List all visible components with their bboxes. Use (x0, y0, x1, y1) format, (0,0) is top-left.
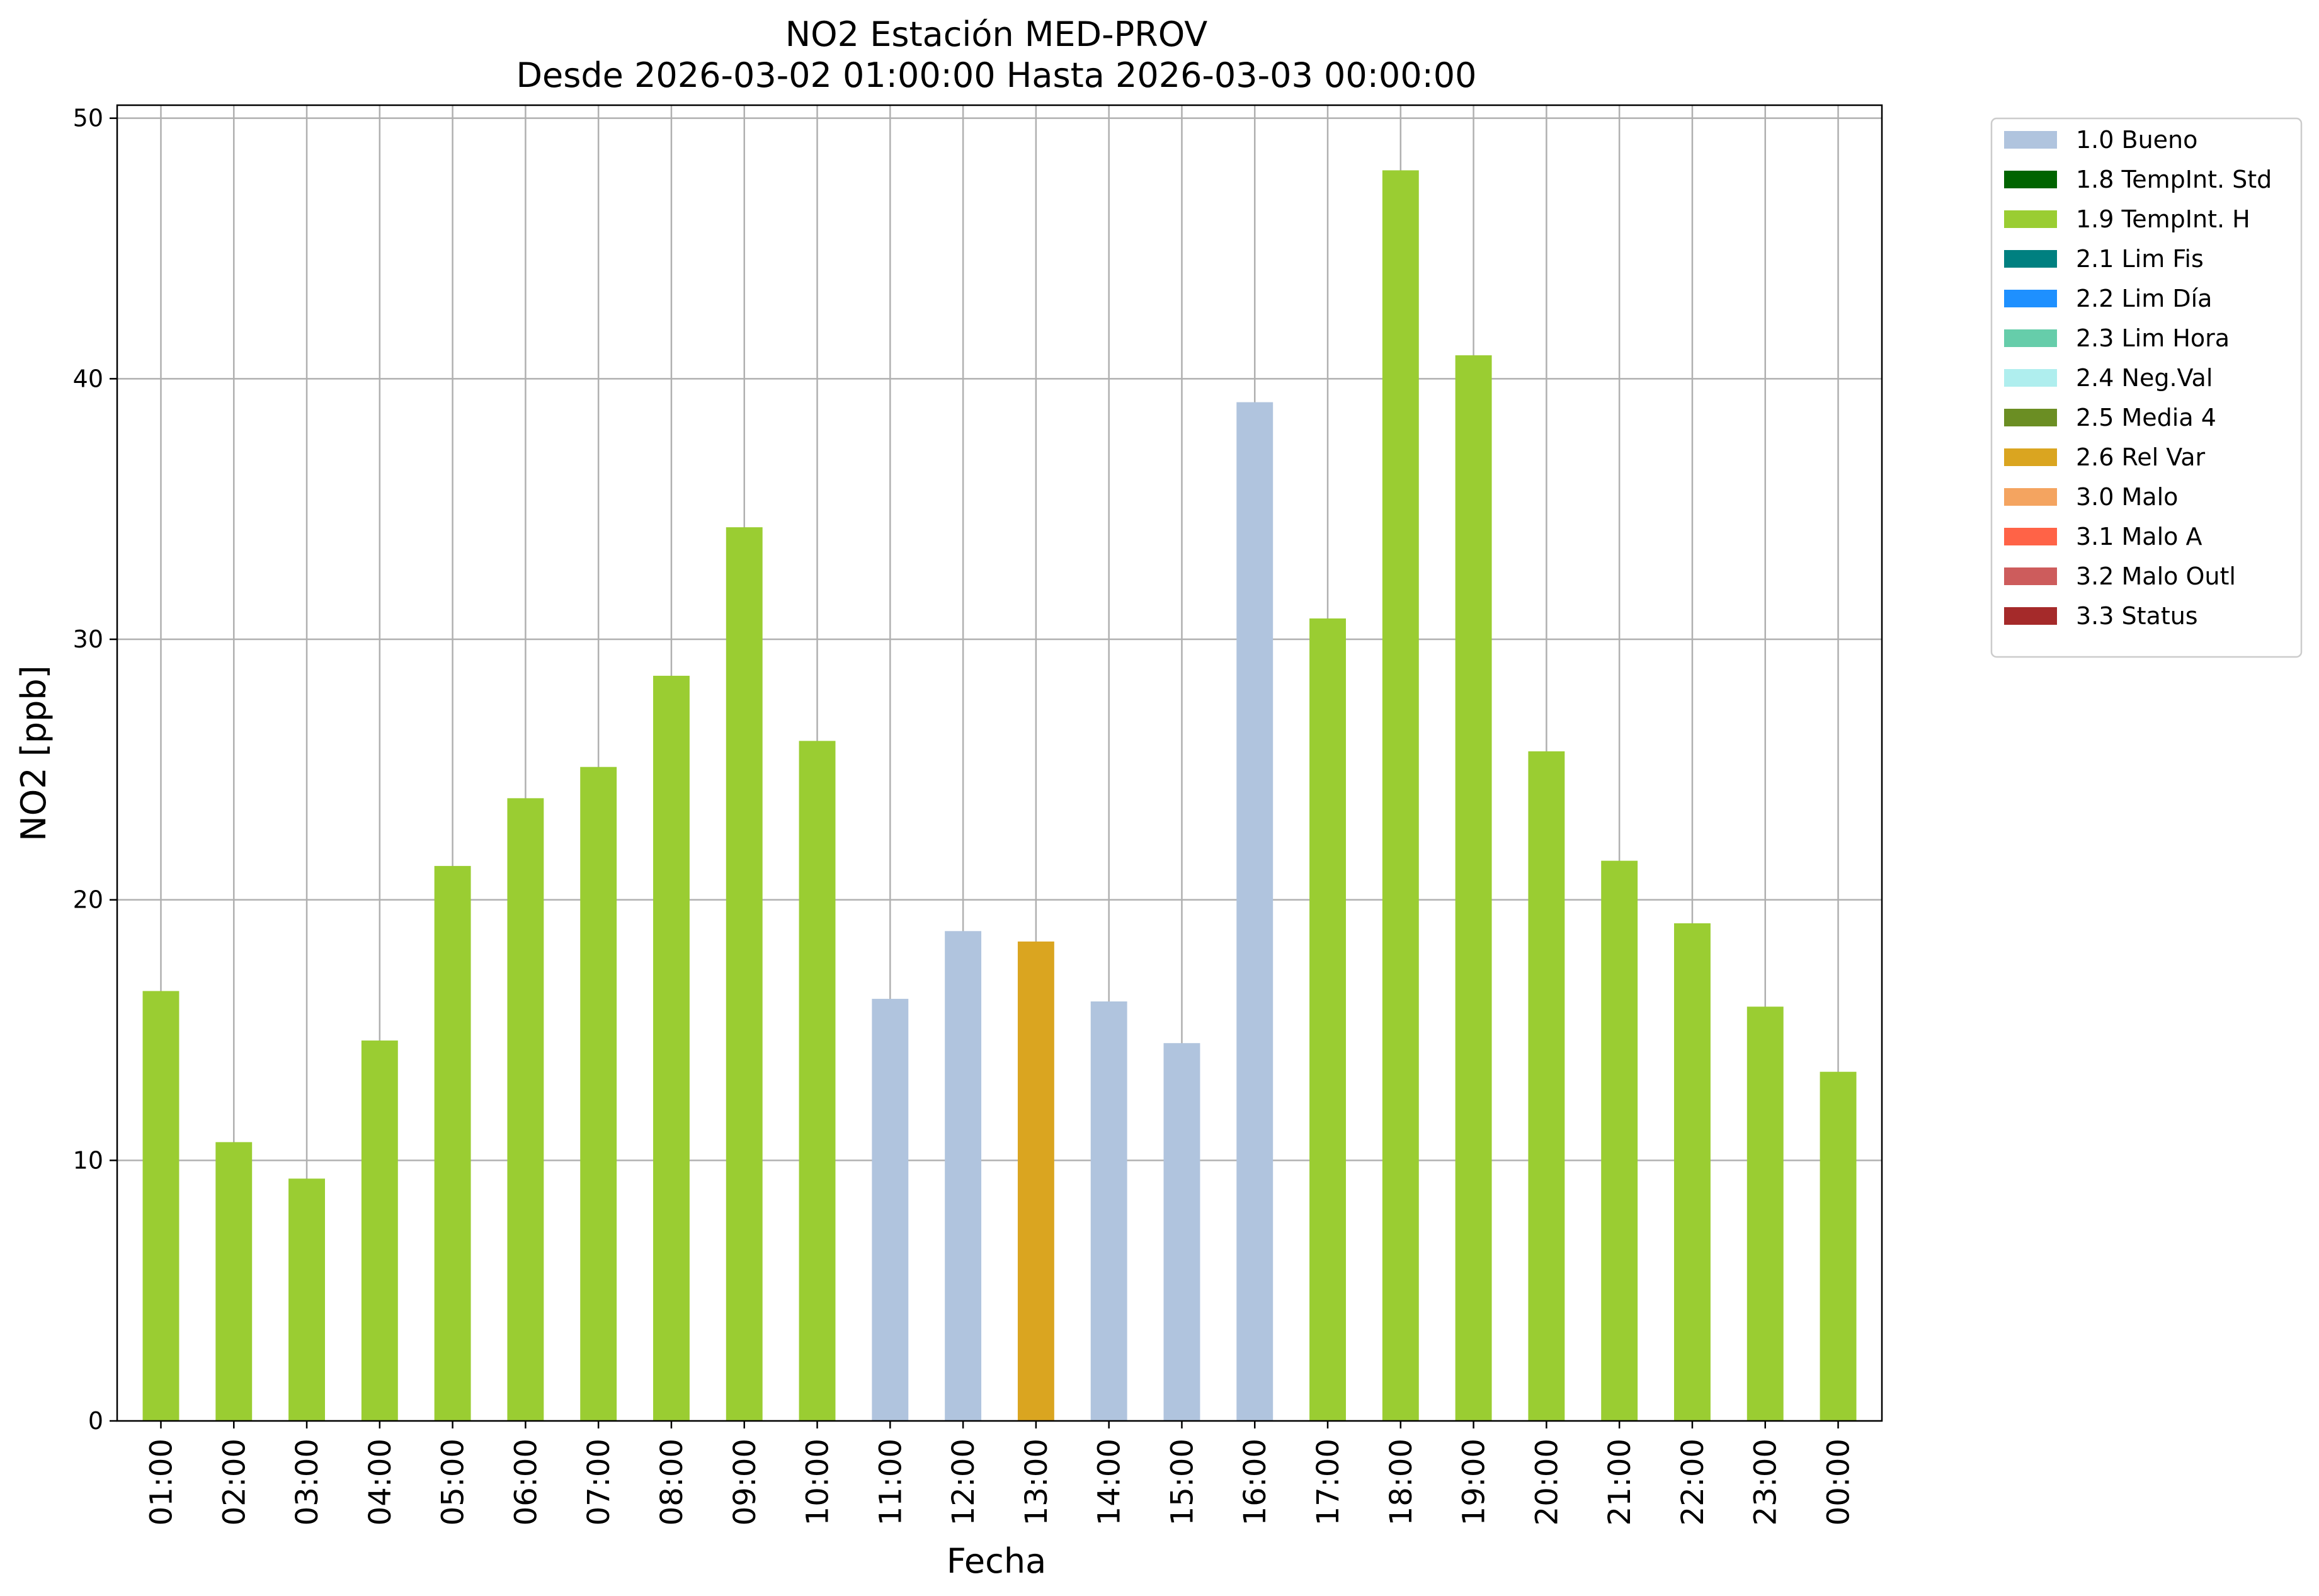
bar (726, 527, 763, 1421)
x-tick-label: 16:00 (1238, 1439, 1273, 1525)
x-tick-label: 14:00 (1092, 1439, 1127, 1525)
x-tick-label: 06:00 (508, 1439, 544, 1525)
x-tick-label: 19:00 (1457, 1439, 1492, 1525)
x-tick-label: 02:00 (217, 1439, 252, 1525)
bar (1382, 170, 1419, 1422)
bar (434, 865, 471, 1421)
legend-label: 2.2 Lim Día (2076, 285, 2212, 312)
plot-frame (116, 104, 1883, 1422)
legend-label: 2.3 Lim Hora (2076, 324, 2230, 352)
bar (1601, 860, 1638, 1421)
x-tick-label: 12:00 (946, 1439, 981, 1525)
bar (361, 1040, 398, 1421)
bar (1820, 1071, 1857, 1421)
x-axis-label: Fecha (947, 1541, 1046, 1581)
legend-swatch (2004, 607, 2057, 625)
bar (799, 741, 836, 1421)
legend-swatch (2004, 131, 2057, 149)
x-tick-label: 04:00 (363, 1439, 398, 1525)
bar (507, 798, 544, 1421)
x-tick-label: 11:00 (873, 1439, 908, 1525)
legend-swatch (2004, 210, 2057, 228)
legend-label: 2.6 Rel Var (2076, 443, 2206, 471)
legend-swatch (2004, 567, 2057, 585)
legend-label: 2.5 Media 4 (2076, 404, 2216, 431)
legend-swatch (2004, 369, 2057, 387)
y-tick-label: 10 (73, 1146, 103, 1174)
bars (142, 170, 1857, 1422)
y-tick-label: 0 (88, 1407, 103, 1435)
x-tick-label: 05:00 (436, 1439, 471, 1525)
legend-label: 1.0 Bueno (2076, 126, 2197, 154)
legend-label: 2.4 Neg.Val (2076, 364, 2213, 392)
x-tick-label: 09:00 (727, 1439, 763, 1525)
x-tick-label: 21:00 (1602, 1439, 1638, 1525)
x-tick-label: 13:00 (1019, 1439, 1054, 1525)
y-axis-label: NO2 [ppb] (14, 665, 54, 841)
bar (215, 1142, 253, 1421)
x-tick-label: 10:00 (801, 1439, 836, 1525)
bar (1017, 941, 1054, 1421)
legend-label: 1.8 TempInt. Std (2076, 166, 2272, 193)
bar (580, 767, 617, 1421)
x-tick-label: 15:00 (1165, 1439, 1200, 1525)
bar (945, 931, 982, 1421)
bar (1090, 1001, 1127, 1421)
legend-box (1990, 117, 2303, 658)
y-tick-label: 30 (73, 625, 103, 653)
x-ticks: 01:00 02:00 03:00 04:00 05:00 06:00 07:00 08:00… (144, 1421, 1857, 1525)
legend-swatch (2004, 488, 2057, 506)
x-tick-label: 07:00 (581, 1439, 617, 1525)
x-tick-label: 23:00 (1748, 1439, 1784, 1525)
x-tick-label: 18:00 (1384, 1439, 1419, 1525)
y-tick-label: 20 (73, 886, 103, 914)
legend-label: 2.1 Lim Fis (2076, 245, 2204, 273)
bar (1528, 751, 1565, 1421)
x-tick-label: 17:00 (1311, 1439, 1346, 1525)
y-tick-label: 50 (73, 105, 103, 132)
bar (288, 1178, 325, 1421)
legend-label: 1.9 TempInt. H (2076, 205, 2250, 233)
bar (1455, 355, 1492, 1421)
y-tick-label: 40 (73, 365, 103, 392)
legend-label: 3.1 Malo A (2076, 523, 2202, 550)
bar (872, 998, 909, 1421)
x-tick-label: 00:00 (1821, 1439, 1857, 1525)
legend-label: 3.2 Malo Outl (2076, 562, 2236, 590)
bar (1236, 402, 1273, 1422)
legend-label: 3.0 Malo (2076, 483, 2178, 511)
bar (1309, 618, 1346, 1422)
legend-swatch (2004, 448, 2057, 466)
chart-title: NO2 Estación MED-PROV (785, 14, 1207, 54)
bar (653, 675, 690, 1421)
legend-swatch (2004, 409, 2057, 426)
x-tick-label: 20:00 (1529, 1439, 1564, 1525)
x-tick-label: 22:00 (1675, 1439, 1711, 1525)
bar (1746, 1006, 1784, 1421)
legend-swatch (2004, 250, 2057, 268)
bar (1674, 923, 1711, 1421)
bar (1163, 1043, 1200, 1421)
x-tick-label: 03:00 (290, 1439, 325, 1525)
legend-label: 3.3 Status (2076, 602, 2198, 630)
legend-swatch (2004, 528, 2057, 545)
legend-swatch (2004, 290, 2057, 307)
x-tick-label: 01:00 (144, 1439, 179, 1525)
legend: 1.0 Bueno 1.8 TempInt. Std 1.9 TempInt. H 2… (1990, 117, 2303, 658)
chart-subtitle: Desde 2026-03-02 01:00:00 Hasta 2026-03-… (516, 55, 1476, 95)
legend-swatch (2004, 171, 2057, 188)
legend-swatch (2004, 329, 2057, 347)
bar (142, 991, 179, 1421)
x-tick-label: 08:00 (654, 1439, 690, 1525)
y-ticks: 0 10 20 30 40 50 (73, 105, 117, 1435)
